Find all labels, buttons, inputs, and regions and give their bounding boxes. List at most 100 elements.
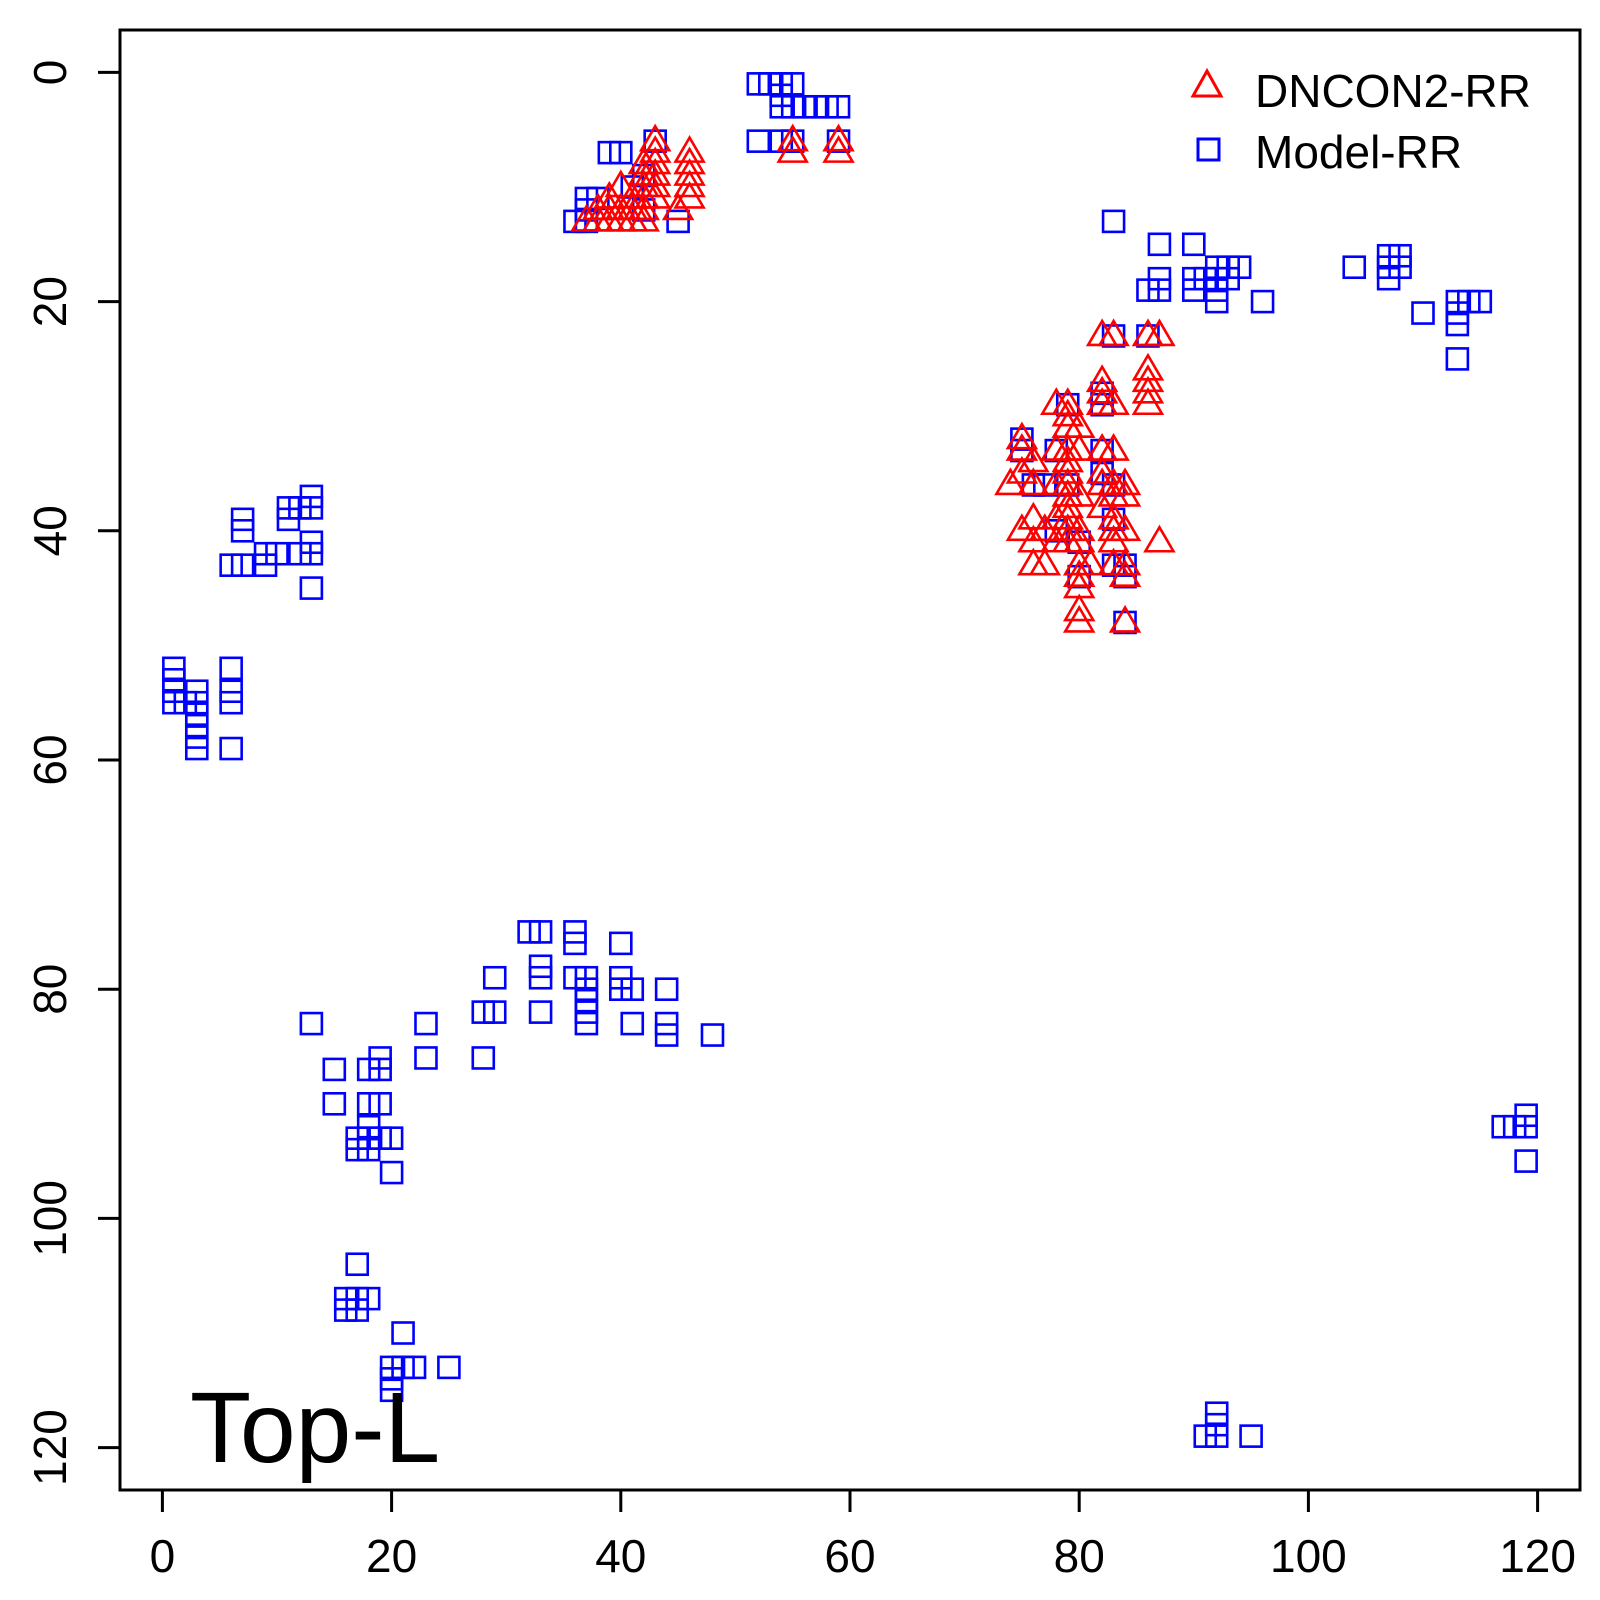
x-tick-label: 60 (824, 1530, 875, 1582)
model-rr-point (1055, 392, 1080, 417)
model-rr-point (620, 977, 645, 1001)
model-rr-point (345, 1252, 370, 1277)
model-rr-point (643, 129, 667, 153)
model-rr-point (609, 140, 633, 165)
y-tick-label: 20 (24, 276, 76, 327)
dncon2-rr-point (1062, 433, 1096, 461)
model-rr-point (299, 541, 324, 566)
model-rr-point (654, 1023, 679, 1047)
model-rr-point (1147, 278, 1172, 302)
model-rr-point (1090, 438, 1114, 463)
model-rr-point (1514, 1114, 1538, 1139)
y-tick-label: 0 (24, 60, 76, 86)
model-rr-point (620, 1011, 645, 1036)
model-rr-point (1101, 324, 1126, 348)
dncon2-rr-point (1131, 375, 1165, 404)
x-tick-label: 80 (1054, 1530, 1105, 1582)
x-tick-label: 120 (1499, 1530, 1576, 1582)
dncon2-rr-point (1074, 547, 1107, 576)
model-rr-point (356, 1286, 381, 1311)
model-rr-point (1204, 1424, 1229, 1448)
dncon2-rr-point (1062, 478, 1096, 507)
model-rr-point (1411, 301, 1435, 325)
dncon2-rr-point (1108, 559, 1142, 587)
dncon2-rr-point (1051, 398, 1085, 427)
model-rr-point (528, 965, 553, 990)
model-rr-point (1514, 1149, 1538, 1173)
model-rr-point (368, 1057, 392, 1082)
dncon2-rr-point (822, 123, 855, 152)
dncon2-rr-point (1062, 593, 1096, 622)
legend: DNCON2-RR Model-RR (1190, 65, 1531, 178)
dncon2-rr-point (1108, 478, 1142, 507)
model-rr-point (414, 1046, 438, 1070)
y-tick-label: 120 (24, 1409, 76, 1486)
model-rr-point (471, 1046, 496, 1070)
model-rr-point (1181, 232, 1206, 257)
dncon2-rr-point (673, 169, 706, 198)
model-rr-point (379, 1378, 404, 1403)
model-rr-point (1033, 473, 1057, 497)
model-rr-point (219, 656, 243, 681)
x-tick-label: 40 (595, 1530, 646, 1582)
dncon2-rr-point (1085, 455, 1119, 484)
model-rr-point (230, 519, 255, 543)
dncon2-rr-point (1143, 318, 1176, 347)
model-rr-point (379, 1160, 404, 1185)
model-rr-point (1239, 1424, 1263, 1448)
model-rr-point (184, 736, 209, 761)
model-rr-point (1090, 392, 1114, 417)
chart-annotation: Top-L (190, 1372, 440, 1484)
model-rr-point (391, 1321, 415, 1345)
dncon2-rr-point (638, 169, 672, 198)
dncon2-rr-point (1097, 318, 1130, 347)
model-rr-point (1067, 564, 1091, 589)
legend-label-model-rr: Model-RR (1255, 126, 1462, 178)
model-rr-point (1101, 209, 1126, 234)
model-rr-point (379, 1126, 404, 1150)
model-rr-point (1113, 610, 1137, 635)
y-tick-label: 60 (24, 734, 76, 785)
legend-label-dncon2-rr: DNCON2-RR (1255, 65, 1531, 117)
model-rr-point (780, 129, 805, 153)
y-tick-label: 100 (24, 1180, 76, 1257)
dncon2-rr-point (1108, 467, 1142, 496)
model-rr-point (1376, 266, 1401, 291)
model-rr-point (1113, 564, 1137, 589)
model-rr-point (265, 541, 289, 566)
model-rr-point (826, 94, 851, 119)
model-rr-point (528, 1000, 553, 1024)
dncon2-rr-point (1085, 375, 1119, 404)
model-rr-point (1445, 312, 1470, 337)
model-rr-point (666, 209, 690, 234)
x-axis: 0 20 40 60 80 100 120 (150, 1488, 1576, 1582)
model-rr-point (299, 576, 324, 600)
model-rr-point (299, 1011, 324, 1036)
model-rr-point (219, 736, 243, 761)
model-rr-point (654, 977, 679, 1001)
model-rr-point (528, 920, 553, 944)
dncon2-rr-point (1143, 524, 1176, 553)
dncon2-rr-point (1097, 387, 1130, 416)
data-points (162, 72, 1538, 1448)
dncon2-rr-point (1028, 547, 1062, 576)
dncon2-rr-point (1005, 421, 1039, 450)
dncon2-rr-point (822, 135, 855, 163)
model-rr-point (230, 553, 255, 577)
dncon2-rr-point (1108, 604, 1142, 633)
dncon2-rr-point (1097, 433, 1130, 461)
model-rr-point (482, 1000, 507, 1024)
dncon2-rr-point (1062, 513, 1096, 542)
model-rr-point (402, 1355, 427, 1380)
model-rr-point (437, 1355, 461, 1380)
model-rr-point (574, 209, 599, 234)
x-tick-label: 0 (150, 1530, 176, 1582)
model-rr-point (1136, 324, 1160, 348)
model-rr-point (574, 1011, 599, 1036)
dncon2-rr-point (673, 180, 706, 209)
x-tick-label: 20 (366, 1530, 417, 1582)
model-rr-point (609, 931, 633, 956)
model-rr-point (746, 129, 771, 153)
model-rr-point (1342, 255, 1367, 280)
